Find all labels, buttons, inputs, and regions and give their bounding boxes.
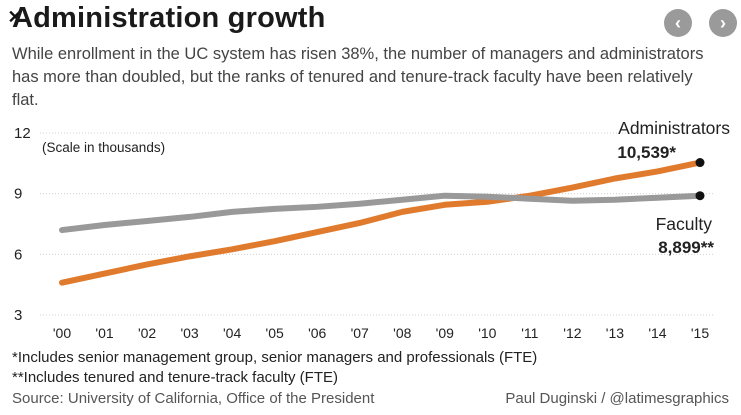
scale-note: (Scale in thousands): [42, 140, 165, 155]
x-tick-label: '07: [351, 325, 369, 341]
x-tick-label: '08: [393, 325, 411, 341]
x-tick-label: '02: [138, 325, 156, 341]
series-name-label: Faculty: [656, 214, 713, 234]
x-tick-label: '03: [180, 325, 198, 341]
x-tick-label: '15: [691, 325, 709, 341]
y-tick-label: 9: [14, 186, 22, 203]
close-icon[interactable]: ✕: [7, 7, 23, 27]
footnote-faculty: **Includes tenured and tenure-track facu…: [12, 369, 338, 386]
next-image-button[interactable]: ›: [709, 9, 737, 37]
x-tick-label: '01: [95, 325, 113, 341]
series-name-label: Administrators: [618, 118, 730, 138]
y-tick-label: 3: [14, 307, 22, 324]
x-tick-label: '06: [308, 325, 326, 341]
x-tick-label: '05: [266, 325, 284, 341]
source-note: Source: University of California, Office…: [12, 390, 375, 407]
credit: Paul Duginski / @latimesgraphics: [505, 390, 729, 407]
series-value-label: 10,539*: [617, 143, 676, 162]
series-value-label: 8,899**: [658, 238, 714, 257]
x-tick-label: '04: [223, 325, 241, 341]
x-tick-label: '09: [436, 325, 454, 341]
subtitle: While enrollment in the UC system has ri…: [12, 45, 704, 109]
x-tick-label: '12: [563, 325, 581, 341]
page-title: Administration growth: [12, 2, 326, 34]
previous-image-button[interactable]: ‹: [664, 9, 692, 37]
series-endpoint-administrators: [695, 158, 705, 168]
x-tick-label: '14: [648, 325, 666, 341]
x-tick-label: '10: [478, 325, 496, 341]
series-endpoint-faculty: [695, 191, 705, 201]
x-tick-label: '11: [521, 325, 538, 341]
y-tick-label: 12: [14, 125, 31, 142]
series-line-administrators: [59, 159, 703, 286]
x-tick-label: '13: [606, 325, 624, 341]
y-tick-label: 6: [14, 246, 22, 263]
series-line-faculty: [59, 192, 703, 234]
footnote-administrators: *Includes senior management group, senio…: [12, 349, 538, 366]
x-tick-label: '00: [53, 325, 71, 341]
